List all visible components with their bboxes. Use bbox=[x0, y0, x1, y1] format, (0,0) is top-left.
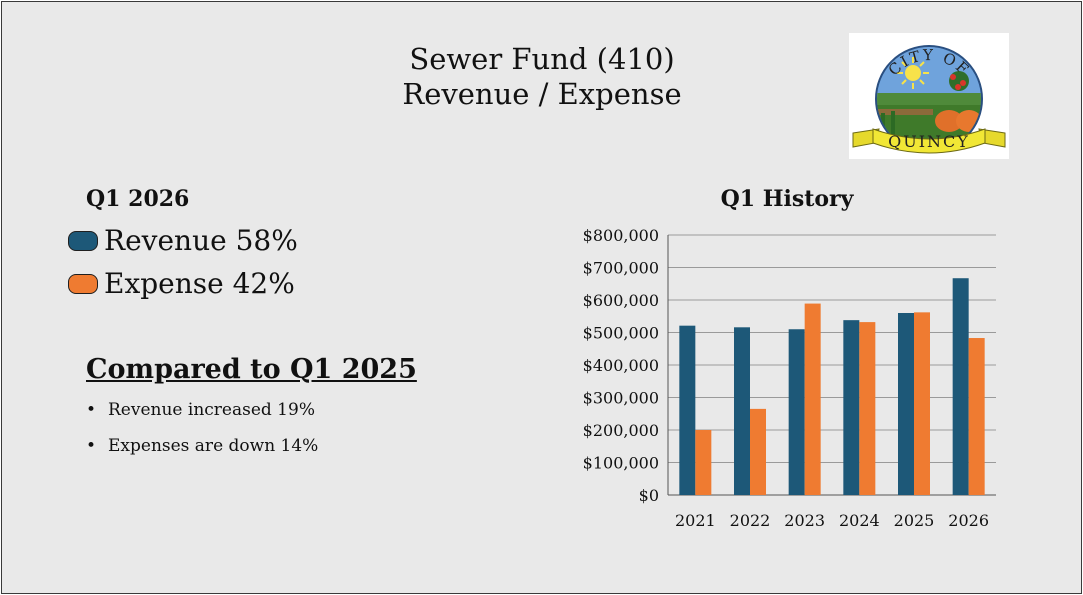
x-tick-label: 2021 bbox=[675, 511, 716, 530]
q1-history-chart: $0 $100,000 $200,000 $300,000 $400,000 $500,0… bbox=[583, 226, 996, 530]
bar-expense-2026 bbox=[968, 338, 985, 495]
bar-expense-2025 bbox=[914, 312, 930, 495]
chart-title: Q1 History bbox=[720, 186, 854, 212]
x-tick-label: 2024 bbox=[839, 511, 880, 530]
bar-expense-2023 bbox=[804, 303, 821, 495]
revenue-legend-label: Revenue 58% bbox=[104, 224, 298, 257]
legend-item-revenue: Revenue 58% bbox=[68, 224, 298, 257]
bar-revenue-2022 bbox=[734, 327, 750, 495]
y-tick-label: $0 bbox=[639, 486, 659, 505]
bar-revenue-2023 bbox=[788, 329, 805, 495]
comparison-heading: Compared to Q1 2025 bbox=[86, 354, 417, 385]
bar-expense-2021 bbox=[695, 430, 712, 495]
expense-swatch bbox=[68, 273, 98, 294]
x-tick-label: 2025 bbox=[894, 511, 935, 530]
bar-expense-2022 bbox=[750, 408, 766, 495]
slide-title: Sewer Fund (410) Revenue / Expense bbox=[302, 42, 782, 112]
x-tick-label: 2026 bbox=[948, 511, 989, 530]
comparison-bullet-expense: Expenses are down 14% bbox=[86, 436, 318, 472]
bar-revenue-2024 bbox=[843, 320, 860, 495]
title-line-2: Revenue / Expense bbox=[402, 77, 682, 111]
current-quarter-heading: Q1 2026 bbox=[86, 186, 190, 212]
bar-revenue-2026 bbox=[952, 278, 969, 495]
bar-revenue-2025 bbox=[898, 313, 914, 495]
title-line-1: Sewer Fund (410) bbox=[409, 42, 675, 76]
y-tick-label: $800,000 bbox=[583, 226, 659, 245]
bar-revenue-2021 bbox=[679, 325, 696, 495]
x-tick-label: 2023 bbox=[784, 511, 825, 530]
y-tick-label: $300,000 bbox=[583, 389, 659, 408]
bar-expense-2024 bbox=[859, 322, 876, 495]
y-tick-label: $600,000 bbox=[583, 291, 659, 310]
y-tick-label: $400,000 bbox=[583, 356, 659, 375]
legend-item-expense: Expense 42% bbox=[68, 267, 295, 300]
city-logo: CITY OF QUINCY bbox=[849, 33, 1009, 159]
revenue-swatch bbox=[68, 230, 98, 251]
city-logo-graphic: CITY OF QUINCY bbox=[852, 45, 1006, 154]
y-tick-label: $100,000 bbox=[583, 454, 659, 473]
expense-legend-label: Expense 42% bbox=[104, 267, 295, 300]
logo-banner-text: QUINCY bbox=[888, 132, 970, 151]
comparison-list: Revenue increased 19% Expenses are down … bbox=[86, 400, 318, 472]
y-tick-label: $200,000 bbox=[583, 421, 659, 440]
comparison-bullet-revenue: Revenue increased 19% bbox=[86, 400, 318, 436]
x-tick-label: 2022 bbox=[730, 511, 771, 530]
y-tick-label: $500,000 bbox=[583, 324, 659, 343]
y-tick-label: $700,000 bbox=[583, 259, 659, 278]
